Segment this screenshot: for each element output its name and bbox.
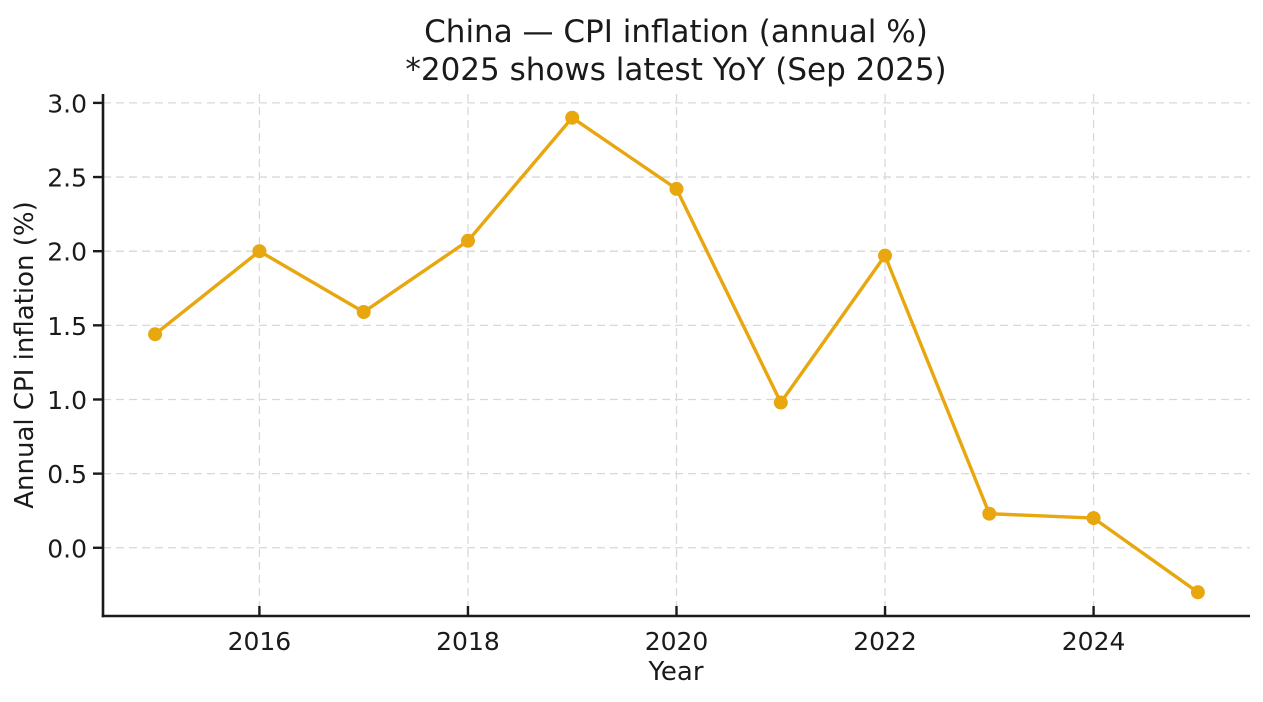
y-tick-label: 3.0 [47,89,87,118]
data-point-marker [148,327,163,342]
data-point-marker [461,233,475,248]
y-tick-label: 1.5 [47,312,87,341]
data-point-marker [356,305,371,319]
data-point-marker [773,395,788,410]
x-tick-label: 2024 [1062,627,1126,656]
y-tick-label: 1.0 [47,386,87,415]
x-tick-label: 2016 [228,627,292,656]
y-axis-label: Annual CPI inflation (%) [10,201,40,508]
data-point-marker [982,506,997,521]
y-tick-label: 0.0 [47,534,87,563]
y-tick-label: 0.5 [47,460,87,489]
data-point-marker [252,244,267,259]
gridlines [103,94,1250,616]
x-axis-label: Year [647,657,703,687]
data-point-marker [878,248,892,263]
y-tick-label: 2.5 [47,164,87,193]
x-tick-label: 2022 [853,627,917,656]
data-point-marker [1190,585,1205,600]
axis-tickmarks [93,101,1095,616]
x-tick-label: 2018 [436,627,500,656]
y-tick-label: 2.0 [47,238,87,267]
data-point-marker [669,181,684,196]
y-tick-labels: 0.0 0.5 1.0 1.5 2.0 2.5 3.0 [47,89,87,563]
x-tick-labels: 2016 2018 2020 2022 2024 [228,627,1126,656]
data-point-marker [565,110,580,125]
data-point-marker [1086,511,1101,526]
x-tick-label: 2020 [645,627,709,656]
chart-subtitle: *2025 shows latest YoY (Sep 2025) [405,52,946,88]
chart-title: China — CPI inflation (annual %) [424,14,928,50]
data-points [148,110,1205,600]
